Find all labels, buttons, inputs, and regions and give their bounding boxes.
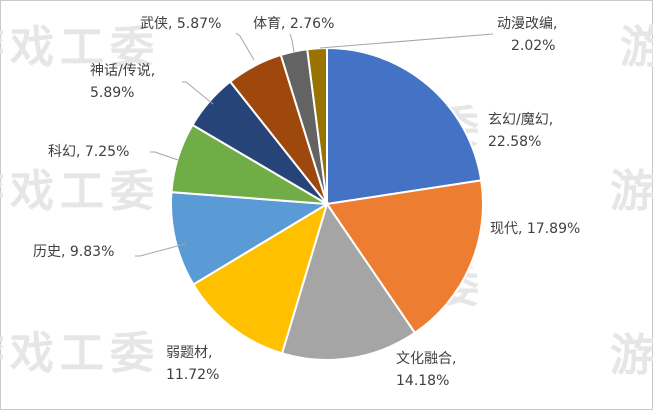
- pie-slice-现代: [325, 179, 484, 335]
- leader-lines: [135, 32, 494, 257]
- pie-slice-动漫改编: [306, 46, 328, 205]
- data-label-现代: 现代, 17.89%: [490, 221, 580, 237]
- data-label-武侠: 武侠, 5.87%: [140, 16, 221, 32]
- pie-slice-玄幻-魔幻: [326, 46, 483, 206]
- data-label-弱题材: 弱题材, 11.72%: [166, 345, 219, 383]
- leader-line-动漫改编: [319, 33, 494, 49]
- data-label-科幻: 科幻, 7.25%: [48, 144, 129, 160]
- leader-line-武侠: [235, 32, 255, 61]
- data-label-体育: 体育, 2.76%: [253, 16, 334, 32]
- leader-line-体育: [289, 33, 295, 53]
- leader-line-科幻: [150, 151, 179, 161]
- data-labels: 玄幻/魔幻, 22.58% 现代, 17.89% 文化融合, 14.18% 弱题材, 11.…: [33, 16, 580, 389]
- leader-line-历史: [135, 243, 186, 257]
- data-label-文化融合: 文化融合, 14.18%: [396, 351, 456, 389]
- pie-slice-弱题材: [191, 201, 329, 355]
- pie-slices: [170, 46, 484, 361]
- leader-line-神话-传说: [182, 81, 214, 105]
- data-label-历史: 历史, 9.83%: [33, 244, 114, 260]
- data-label-玄幻-魔幻: 玄幻/魔幻, 22.58%: [488, 111, 553, 150]
- pie-slice-历史: [170, 191, 331, 286]
- data-label-神话-传说: 神话/传说, 5.89%: [90, 63, 155, 101]
- pie-slice-文化融合: [280, 201, 417, 361]
- data-label-动漫改编: 动漫改编, 2.02%: [497, 16, 557, 54]
